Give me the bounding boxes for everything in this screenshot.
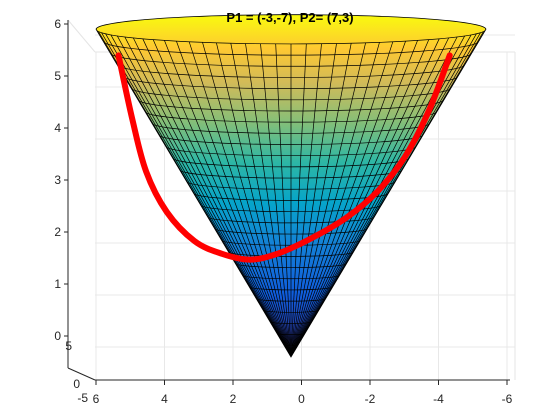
mesh-generator	[290, 43, 322, 357]
mesh-generator	[216, 42, 292, 357]
mesh-generator	[110, 34, 292, 357]
mesh-generator	[290, 43, 352, 357]
y-tick-label: 0	[73, 377, 80, 391]
mesh-generator	[202, 42, 292, 357]
z-tick-label: 0	[54, 329, 61, 343]
mesh-generator	[290, 34, 472, 357]
mesh-generator	[290, 43, 307, 357]
mesh-generator	[290, 41, 394, 357]
mesh-generator	[275, 43, 292, 357]
mesh-generator	[152, 39, 292, 357]
mesh-generator	[116, 35, 292, 357]
z-tick-label: 1	[54, 277, 61, 291]
mesh-generator	[142, 38, 292, 357]
x-tick-label: -6	[502, 392, 513, 406]
mesh-generator	[101, 32, 292, 357]
mesh-generator	[132, 37, 292, 357]
z-tick-label: 2	[54, 225, 61, 239]
y-tick-label: 5	[65, 339, 72, 353]
x-tick-label: -4	[433, 392, 444, 406]
mesh-generator	[124, 36, 292, 357]
mesh-generator	[290, 42, 380, 357]
box-edge	[67, 19, 96, 53]
chart-title: P1 = (-3,-7), P2= (7,3)	[226, 10, 353, 25]
path-series	[115, 52, 453, 263]
z-tick-labels: 0 1 2 3 4 5 6	[54, 17, 68, 343]
x-tick-labels: 6 4 2 0 -2 -4 -6	[93, 380, 513, 406]
mesh-generator	[245, 43, 292, 357]
z-tick-label: 6	[54, 17, 61, 31]
x-tick-label: 0	[298, 392, 305, 406]
y-tick-label: -5	[77, 391, 88, 405]
mesh-generator	[290, 42, 366, 357]
mesh-generator	[260, 43, 292, 357]
x-tick-label: 2	[230, 392, 237, 406]
x-tick-label: -2	[365, 392, 376, 406]
x-tick-label: 6	[93, 392, 100, 406]
mesh-generator	[290, 38, 440, 357]
mesh-generator	[290, 40, 406, 357]
y-axis-line	[67, 367, 96, 381]
mesh-generator	[188, 41, 292, 357]
mesh-generator	[230, 43, 292, 357]
mesh-generator	[290, 33, 477, 357]
y-tick-labels: 5 0-5	[65, 339, 88, 405]
mesh-generator	[290, 39, 430, 357]
mesh-generator	[105, 33, 292, 357]
z-tick-label: 4	[54, 121, 61, 135]
x-tick-label: 4	[161, 392, 168, 406]
mesh-generator	[290, 43, 337, 357]
mesh-generator	[164, 40, 292, 357]
red-path-line	[115, 52, 453, 263]
mesh-generator	[176, 40, 292, 357]
z-tick-label: 5	[54, 69, 61, 83]
z-tick-label: 3	[54, 173, 61, 187]
mesh-generator	[290, 40, 418, 357]
